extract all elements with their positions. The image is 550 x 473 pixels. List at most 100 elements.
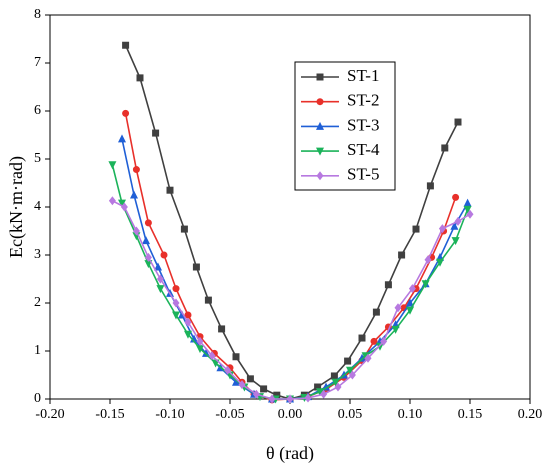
y-tick-label: 2: [34, 295, 41, 310]
legend-marker: [316, 73, 324, 81]
data-point: [268, 394, 276, 404]
legend-marker: [316, 171, 324, 181]
data-point: [454, 216, 462, 226]
data-point: [398, 251, 406, 259]
data-point: [192, 263, 200, 271]
data-point: [364, 353, 372, 363]
data-point: [320, 389, 328, 399]
data-point: [108, 196, 116, 206]
data-point: [204, 296, 212, 304]
data-point: [122, 41, 130, 49]
data-point: [184, 330, 192, 339]
data-point: [348, 370, 356, 380]
data-point: [370, 337, 378, 345]
legend-label: ST-3: [347, 115, 379, 134]
x-tick-label: 0.20: [518, 407, 543, 422]
data-point: [144, 252, 152, 262]
y-tick-label: 7: [34, 55, 41, 70]
data-point: [380, 336, 388, 346]
x-tick-label: 0.00: [278, 407, 303, 422]
data-point: [463, 205, 472, 214]
data-point: [273, 391, 281, 399]
x-axis-label: θ (rad): [266, 443, 314, 464]
data-point: [208, 351, 216, 361]
data-point: [358, 334, 366, 342]
data-point: [156, 285, 165, 294]
data-point: [376, 342, 384, 351]
series-line: [111, 164, 469, 400]
data-point: [130, 190, 138, 199]
data-point: [144, 219, 152, 227]
legend-marker: [316, 121, 324, 130]
y-axis-label: Ec(kN·m·rad): [6, 156, 27, 258]
data-point: [412, 225, 420, 233]
data-point: [438, 224, 446, 234]
y-tick-label: 8: [34, 7, 41, 22]
data-point: [224, 365, 232, 375]
data-point: [346, 366, 354, 375]
data-point: [118, 199, 126, 208]
x-tick-label: 0.05: [338, 407, 363, 422]
data-point: [196, 336, 204, 346]
data-point: [424, 255, 432, 265]
data-point: [196, 345, 204, 354]
data-point: [120, 202, 128, 212]
data-point: [450, 221, 459, 230]
y-tick-label: 3: [34, 247, 41, 262]
data-point: [142, 236, 150, 245]
data-point: [252, 389, 260, 399]
data-point: [152, 129, 160, 137]
data-point: [330, 372, 338, 380]
data-point: [344, 357, 352, 365]
data-point: [384, 281, 392, 289]
data-point: [463, 198, 472, 207]
data-point: [316, 388, 324, 397]
data-point: [260, 385, 268, 393]
data-point: [304, 393, 312, 403]
data-point: [184, 317, 192, 327]
data-point: [132, 226, 140, 236]
data-point: [238, 380, 246, 390]
data-point: [406, 306, 414, 315]
legend-label: ST-5: [347, 165, 379, 184]
data-point: [314, 383, 322, 391]
data-point: [166, 186, 174, 194]
data-point: [331, 378, 340, 387]
series-line: [124, 44, 459, 400]
legend-label: ST-1: [347, 66, 379, 85]
x-tick-label: 0.15: [458, 407, 483, 422]
y-tick-label: 5: [34, 151, 41, 166]
data-point: [232, 377, 240, 386]
data-point: [436, 258, 444, 267]
data-point: [406, 298, 414, 307]
data-point: [451, 237, 460, 246]
x-tick-label: -0.10: [155, 407, 184, 422]
y-tick-label: 1: [34, 343, 41, 358]
legend-marker: [316, 98, 324, 106]
x-tick-label: -0.05: [215, 407, 244, 422]
data-point: [172, 311, 180, 320]
data-point: [421, 280, 430, 289]
data-point: [246, 375, 254, 383]
data-point: [160, 251, 168, 259]
data-point: [190, 334, 198, 343]
data-point: [180, 225, 188, 233]
data-point: [372, 308, 380, 316]
data-point: [454, 118, 462, 126]
x-tick-label: -0.15: [95, 407, 124, 422]
data-point: [108, 161, 117, 170]
series-line: [124, 113, 457, 401]
data-point: [426, 182, 434, 190]
y-tick-label: 4: [34, 199, 41, 214]
data-point: [452, 193, 460, 201]
data-point: [218, 325, 226, 333]
x-tick-label: 0.10: [398, 407, 423, 422]
data-point: [441, 144, 449, 152]
data-point: [136, 74, 144, 82]
data-point: [172, 285, 180, 293]
y-tick-label: 0: [34, 391, 41, 406]
data-point: [391, 325, 400, 334]
data-point: [156, 274, 164, 284]
data-point: [394, 303, 402, 313]
